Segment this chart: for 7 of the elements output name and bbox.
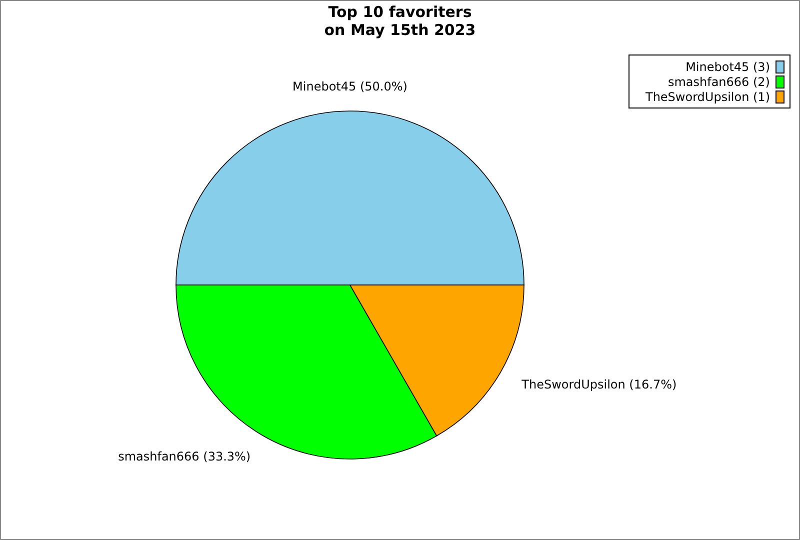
data-label: TheSwordUpsilon (16.7%) bbox=[520, 377, 677, 392]
legend-label: Minebot45 (3) bbox=[686, 60, 770, 74]
data-label: smashfan666 (33.3%) bbox=[118, 450, 251, 464]
legend-label: TheSwordUpsilon (1) bbox=[644, 90, 770, 104]
legend-label: smashfan666 (2) bbox=[668, 75, 770, 89]
data-label: Minebot45 (50.0%) bbox=[292, 80, 408, 94]
chart-title: Top 10 favoriters on May 15th 2023 bbox=[324, 3, 476, 39]
